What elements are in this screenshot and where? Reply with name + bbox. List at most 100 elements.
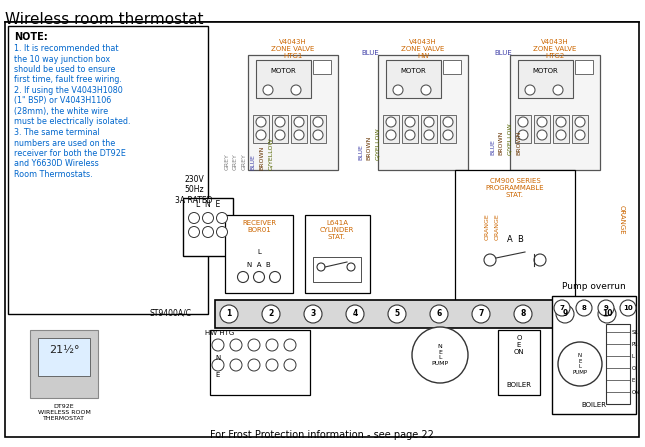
Text: 230V
50Hz
3A RATED: 230V 50Hz 3A RATED — [175, 175, 213, 205]
Circle shape — [313, 117, 323, 127]
Circle shape — [472, 305, 490, 323]
Text: 3: 3 — [310, 309, 315, 319]
Text: 1: 1 — [226, 309, 232, 319]
Text: ORANGE: ORANGE — [495, 213, 499, 240]
Text: 7: 7 — [560, 305, 564, 311]
Text: 2. If using the V4043H1080: 2. If using the V4043H1080 — [14, 86, 123, 95]
Text: 6: 6 — [437, 309, 442, 319]
Text: GREY: GREY — [225, 153, 230, 170]
Text: G/YELLOW: G/YELLOW — [268, 137, 273, 170]
Text: V4043H
ZONE VALVE
HTG1: V4043H ZONE VALVE HTG1 — [272, 39, 315, 59]
Text: N: N — [215, 355, 220, 361]
Circle shape — [576, 300, 592, 316]
Circle shape — [237, 271, 248, 283]
Text: N
E
L
PUMP: N E L PUMP — [432, 344, 448, 366]
Circle shape — [230, 359, 242, 371]
Circle shape — [346, 305, 364, 323]
Text: V4043H
ZONE VALVE
HTG2: V4043H ZONE VALVE HTG2 — [533, 39, 577, 59]
Bar — [253, 115, 269, 143]
Circle shape — [443, 117, 453, 127]
Circle shape — [518, 117, 528, 127]
Circle shape — [405, 117, 415, 127]
Text: Room Thermostats.: Room Thermostats. — [14, 170, 93, 179]
Text: MOTOR: MOTOR — [532, 68, 558, 74]
Text: For Frost Protection information - see page 22: For Frost Protection information - see p… — [210, 430, 434, 440]
Text: and Y6630D Wireless: and Y6630D Wireless — [14, 160, 99, 169]
Bar — [383, 115, 399, 143]
Circle shape — [558, 342, 602, 386]
Text: BLUE: BLUE — [490, 139, 495, 155]
Text: L: L — [257, 249, 261, 255]
Text: GREY: GREY — [233, 153, 238, 170]
Text: L  N  E: L N E — [196, 200, 220, 209]
Text: N
E
L
PUMP: N E L PUMP — [573, 353, 588, 375]
Circle shape — [294, 130, 304, 140]
Text: should be used to ensure: should be used to ensure — [14, 65, 115, 74]
Text: 21½°: 21½° — [49, 345, 79, 355]
Circle shape — [212, 359, 224, 371]
Text: receiver for both the DT92E: receiver for both the DT92E — [14, 149, 126, 158]
Circle shape — [514, 305, 532, 323]
Bar — [313, 60, 331, 74]
Bar — [310, 115, 326, 143]
Bar — [215, 50, 625, 315]
Circle shape — [421, 85, 431, 95]
Circle shape — [256, 117, 266, 127]
Circle shape — [553, 85, 563, 95]
Circle shape — [284, 339, 296, 351]
Text: 9: 9 — [562, 309, 568, 319]
Circle shape — [275, 117, 285, 127]
Text: G/YELLOW: G/YELLOW — [507, 122, 512, 155]
Bar — [210, 330, 310, 395]
Circle shape — [556, 305, 574, 323]
Text: NOTE:: NOTE: — [14, 32, 48, 42]
Bar — [248, 55, 338, 170]
Circle shape — [412, 327, 468, 383]
Circle shape — [556, 130, 566, 140]
Text: GREY: GREY — [242, 153, 247, 170]
Circle shape — [203, 212, 213, 224]
Text: Pump overrun: Pump overrun — [562, 282, 626, 291]
Circle shape — [598, 305, 616, 323]
Circle shape — [230, 339, 242, 351]
Circle shape — [386, 117, 396, 127]
Text: N  A  B: N A B — [247, 262, 271, 268]
Circle shape — [534, 254, 546, 266]
Circle shape — [248, 359, 260, 371]
Bar — [534, 115, 550, 143]
Circle shape — [386, 130, 396, 140]
Circle shape — [263, 85, 273, 95]
Circle shape — [537, 130, 547, 140]
Circle shape — [284, 359, 296, 371]
Circle shape — [188, 227, 199, 237]
Text: BLUE: BLUE — [250, 154, 255, 170]
Bar — [575, 60, 593, 74]
Text: MOTOR: MOTOR — [400, 68, 426, 74]
Text: L: L — [632, 354, 635, 358]
Circle shape — [212, 339, 224, 351]
Text: E: E — [215, 372, 219, 378]
Circle shape — [294, 117, 304, 127]
Text: 8: 8 — [521, 309, 526, 319]
Circle shape — [443, 130, 453, 140]
Bar — [378, 55, 468, 170]
Text: ST9400A/C: ST9400A/C — [149, 308, 191, 317]
Text: 10: 10 — [602, 309, 612, 319]
Bar — [8, 26, 208, 314]
Circle shape — [262, 305, 280, 323]
Circle shape — [304, 305, 322, 323]
Text: BROWN: BROWN — [366, 135, 371, 160]
Bar — [183, 198, 233, 256]
Circle shape — [220, 305, 238, 323]
Text: ORANGE: ORANGE — [619, 205, 625, 235]
Bar — [518, 60, 573, 98]
Text: BOILER: BOILER — [582, 402, 606, 408]
Bar — [30, 330, 98, 398]
Text: BOILER: BOILER — [506, 382, 531, 388]
Bar — [402, 115, 418, 143]
Circle shape — [575, 130, 585, 140]
Bar — [215, 300, 600, 328]
Text: numbers are used on the: numbers are used on the — [14, 139, 115, 148]
Text: 5: 5 — [395, 309, 399, 319]
Bar — [498, 330, 540, 395]
